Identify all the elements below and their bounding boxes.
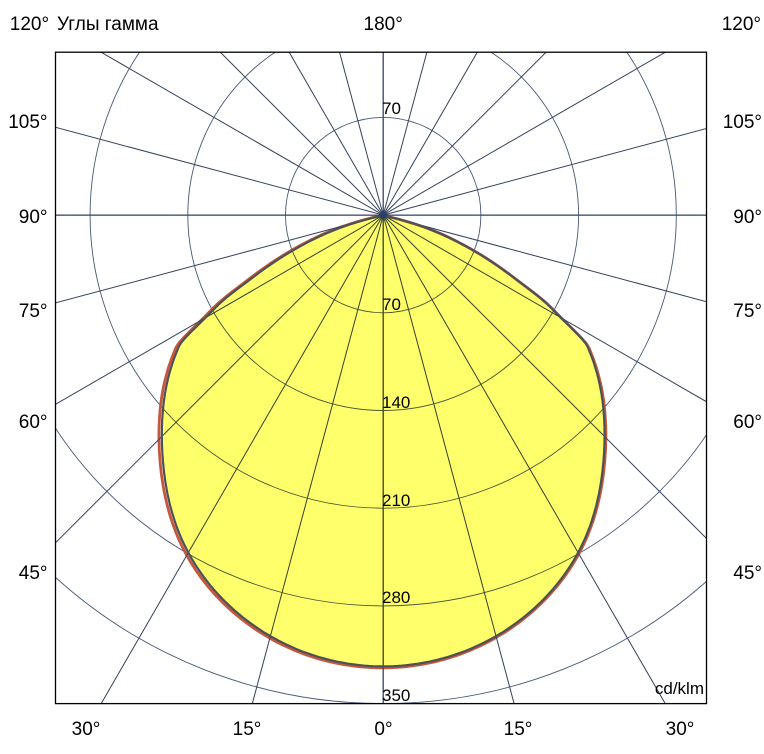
- svg-text:30°: 30°: [72, 719, 101, 740]
- svg-text:280: 280: [382, 588, 410, 607]
- svg-text:60°: 60°: [733, 412, 762, 433]
- svg-text:cd/klm: cd/klm: [655, 679, 704, 698]
- svg-text:70: 70: [382, 295, 401, 314]
- svg-text:180°: 180°: [364, 14, 403, 35]
- svg-text:120°: 120°: [10, 14, 49, 35]
- svg-text:75°: 75°: [19, 301, 48, 322]
- svg-text:105°: 105°: [8, 112, 47, 133]
- svg-text:Углы гамма: Углы гамма: [57, 14, 159, 35]
- svg-text:15°: 15°: [233, 719, 262, 740]
- svg-text:75°: 75°: [733, 301, 762, 322]
- svg-text:45°: 45°: [19, 563, 48, 584]
- svg-text:140: 140: [382, 393, 410, 412]
- svg-text:60°: 60°: [19, 412, 48, 433]
- svg-text:70: 70: [382, 99, 401, 118]
- svg-text:30°: 30°: [666, 719, 695, 740]
- svg-text:210: 210: [382, 491, 410, 510]
- svg-text:120°: 120°: [722, 14, 761, 35]
- svg-text:350: 350: [382, 686, 410, 705]
- svg-text:15°: 15°: [504, 719, 533, 740]
- svg-text:90°: 90°: [19, 207, 48, 228]
- svg-text:105°: 105°: [723, 112, 762, 133]
- svg-text:0°: 0°: [374, 719, 392, 740]
- svg-text:45°: 45°: [733, 563, 762, 584]
- svg-text:90°: 90°: [733, 207, 762, 228]
